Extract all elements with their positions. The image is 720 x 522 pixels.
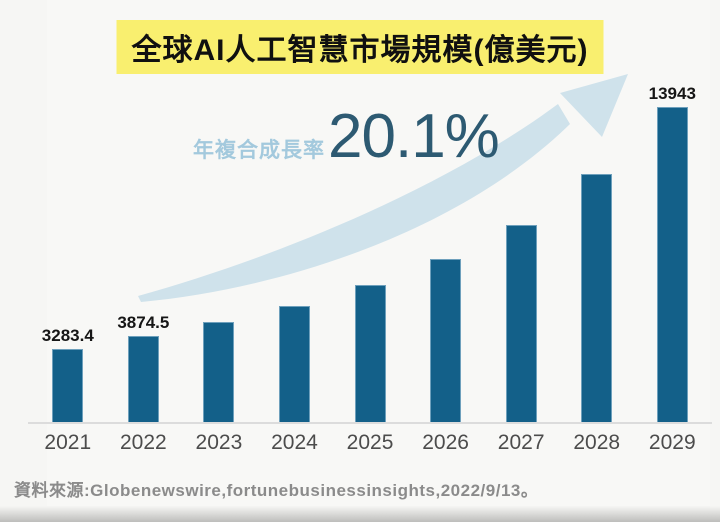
- bar-column-2024: [257, 60, 333, 424]
- bar-2026: [430, 259, 462, 424]
- bar-2024: [278, 306, 310, 424]
- bar-2022: [127, 335, 159, 424]
- bar-chart: 3283.4 3874.5 13943: [30, 60, 710, 424]
- bar-column-2022: 3874.5: [106, 60, 182, 424]
- x-tick-label-2027: 2027: [497, 431, 545, 454]
- bar-column-2026: [408, 60, 484, 424]
- x-tick-label-2029: 2029: [648, 431, 696, 454]
- x-tick-label-2026: 2026: [422, 431, 469, 454]
- x-tick-label-2023: 2023: [195, 431, 243, 454]
- bar-2027: [505, 224, 537, 424]
- chart-title-text: 全球AI人工智慧市場規模(億美元): [131, 34, 589, 67]
- bar-2025: [354, 285, 386, 424]
- cagr-label: 年複合成長率: [193, 139, 325, 162]
- bar-column-2027: [483, 60, 559, 424]
- x-tick-label-2024: 2024: [271, 431, 318, 454]
- bar-column-2028: [559, 60, 635, 424]
- bar-value-label: 3283.4: [41, 326, 94, 346]
- cagr-annotation: 年複合成長率 20.1%: [193, 102, 500, 171]
- chart-title: 全球AI人工智慧市場規模(億美元): [116, 20, 604, 74]
- bar-value-label: 3874.5: [117, 312, 170, 332]
- bar-column-2021: 3283.4: [30, 60, 106, 424]
- x-axis-line: [28, 422, 712, 424]
- x-tick-label-2025: 2025: [346, 431, 394, 454]
- bottom-shadow: [0, 506, 720, 522]
- bar-value-label: 13943: [648, 84, 696, 103]
- bar-2023: [203, 322, 235, 424]
- cagr-value: 20.1%: [328, 102, 500, 171]
- bar-2021: [52, 349, 84, 424]
- source-note: 資料來源:Globenewswire,fortunebusinessinsigh…: [14, 481, 539, 500]
- x-axis-tick-labels: 2021 2022 2023 2024 2025 2026 2027 2028 2029: [30, 431, 710, 455]
- x-tick-label-2022: 2022: [119, 431, 167, 454]
- x-tick-label-2028: 2028: [573, 431, 621, 454]
- bar-2028: [581, 173, 613, 424]
- bar-column-2025: [332, 60, 408, 424]
- bar-column-2023: [181, 60, 257, 424]
- bar-2029: [656, 107, 688, 424]
- bar-column-2029: 13943: [635, 60, 711, 424]
- x-tick-label-2021: 2021: [44, 431, 92, 454]
